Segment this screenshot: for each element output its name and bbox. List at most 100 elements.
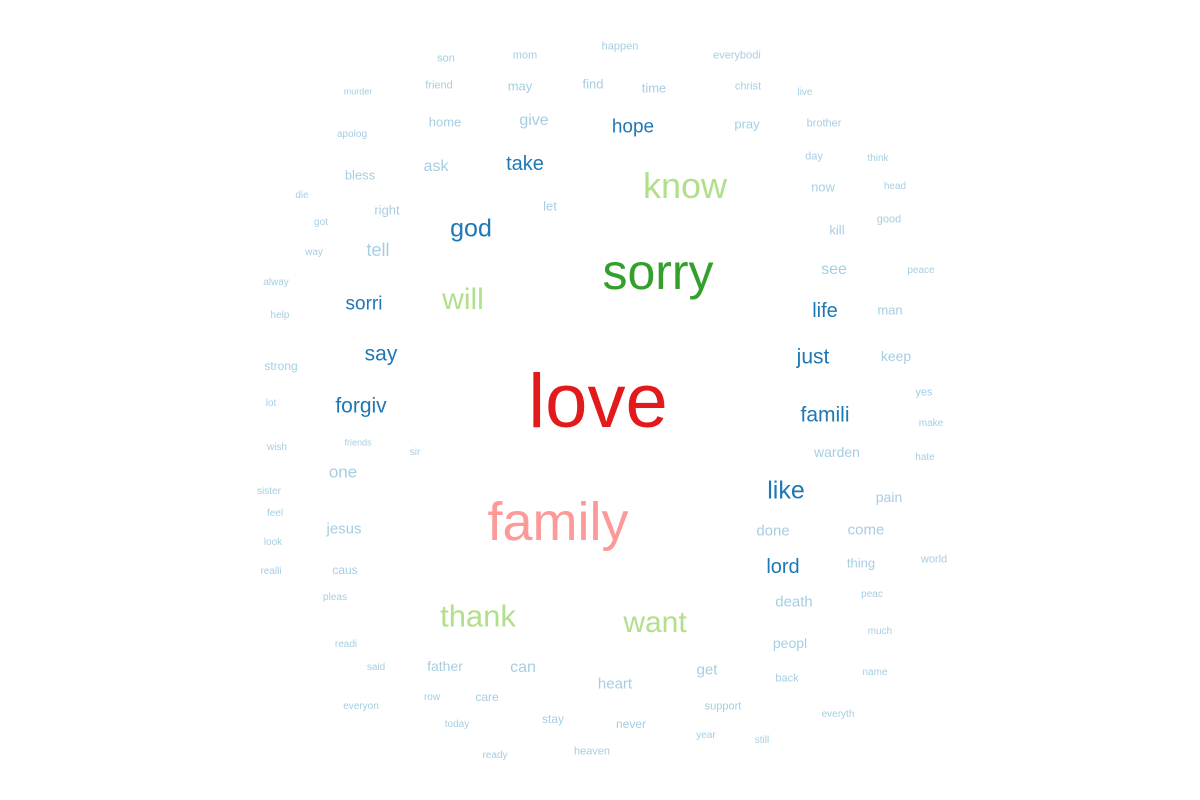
cloud-word-never: never <box>615 717 647 731</box>
cloud-word-thing: thing <box>846 555 876 571</box>
cloud-word-peac: peac <box>861 589 883 600</box>
cloud-word-one: one <box>328 462 358 482</box>
cloud-word-home: home <box>428 114 462 130</box>
cloud-word-support: support <box>704 700 742 713</box>
cloud-word-caus: caus <box>332 563 358 577</box>
cloud-word-yes: yes <box>915 386 933 399</box>
cloud-word-sorri: sorri <box>345 293 383 315</box>
cloud-word-readi: readi <box>334 639 358 650</box>
cloud-word-forgiv: forgiv <box>335 394 387 418</box>
cloud-word-today: today <box>444 719 470 730</box>
cloud-word-murder: murder <box>343 86 373 97</box>
cloud-word-find: find <box>582 76 604 92</box>
cloud-word-back: back <box>775 672 799 685</box>
cloud-word-everyon: everyon <box>343 701 379 712</box>
cloud-word-strong: strong <box>264 359 298 373</box>
cloud-word-live: live <box>797 87 813 98</box>
cloud-word-like: like <box>767 476 805 505</box>
cloud-word-look: look <box>263 537 283 548</box>
cloud-word-die: die <box>295 190 309 201</box>
cloud-word-help: help <box>270 310 290 321</box>
cloud-word-give: give <box>519 112 549 129</box>
cloud-word-just: just <box>796 345 830 369</box>
cloud-word-sorry: sorry <box>602 244 714 300</box>
cloud-word-heaven: heaven <box>573 745 611 758</box>
cloud-word-pain: pain <box>875 489 903 505</box>
cloud-word-take: take <box>506 153 544 175</box>
cloud-word-right: right <box>374 202 400 218</box>
cloud-word-heart: heart <box>597 675 633 693</box>
cloud-word-come: come <box>847 521 885 539</box>
cloud-word-may: may <box>507 78 533 94</box>
cloud-word-peace: peace <box>907 265 935 276</box>
cloud-word-will: will <box>442 283 484 316</box>
cloud-word-christ: christ <box>734 80 762 93</box>
cloud-word-jesus: jesus <box>326 520 362 538</box>
cloud-word-warden: warden <box>814 444 860 460</box>
cloud-word-year: year <box>696 730 716 741</box>
cloud-word-family: family <box>487 492 629 552</box>
cloud-word-love: love <box>528 359 668 444</box>
cloud-word-time: time <box>641 80 667 96</box>
cloud-word-keep: keep <box>880 348 912 364</box>
cloud-word-brother: brother <box>806 117 842 130</box>
cloud-word-bless: bless <box>344 167 376 183</box>
cloud-word-name: name <box>862 667 888 678</box>
cloud-word-pray: pray <box>734 116 760 132</box>
cloud-word-hope: hope <box>611 116 655 138</box>
cloud-word-think: think <box>867 153 889 164</box>
cloud-word-thank: thank <box>440 598 516 634</box>
cloud-word-lord: lord <box>766 556 800 578</box>
cloud-word-say: say <box>364 342 398 366</box>
cloud-word-friend: friend <box>425 79 453 92</box>
cloud-word-see: see <box>821 261 847 278</box>
cloud-word-god: god <box>450 214 492 243</box>
cloud-word-want: want <box>623 606 687 639</box>
cloud-word-death: death <box>775 593 813 611</box>
cloud-word-mom: mom <box>512 49 538 62</box>
cloud-word-way: way <box>305 247 323 258</box>
cloud-word-wish: wish <box>266 442 288 453</box>
cloud-word-peopl: peopl <box>772 635 808 651</box>
cloud-word-hate: hate <box>915 452 935 463</box>
cloud-word-sir: sir <box>409 447 421 458</box>
cloud-word-let: let <box>543 198 557 214</box>
cloud-word-make: make <box>918 418 944 429</box>
cloud-word-head: head <box>883 181 907 192</box>
cloud-word-ready: ready <box>482 750 508 761</box>
cloud-word-tell: tell <box>366 240 390 260</box>
cloud-word-still: still <box>754 735 770 746</box>
cloud-word-said: said <box>366 662 386 673</box>
cloud-word-lot: lot <box>265 398 277 409</box>
cloud-word-life: life <box>812 300 838 322</box>
cloud-word-pleas: pleas <box>323 592 347 603</box>
cloud-word-everybodi: everybodi <box>713 49 761 62</box>
cloud-word-done: done <box>756 522 790 540</box>
cloud-word-feel: feel <box>266 508 284 519</box>
cloud-word-get: get <box>696 661 718 679</box>
cloud-word-friends: friends <box>344 437 372 448</box>
cloud-word-happen: happen <box>601 40 639 53</box>
cloud-word-son: son <box>437 52 455 65</box>
cloud-word-world: world <box>920 553 948 566</box>
cloud-word-man: man <box>877 302 903 318</box>
cloud-word-apolog: apolog <box>336 129 368 140</box>
cloud-word-can: can <box>510 659 536 676</box>
cloud-word-sister: sister <box>257 486 281 497</box>
cloud-word-row: row <box>423 692 441 703</box>
cloud-word-stay: stay <box>541 712 565 726</box>
cloud-word-alway: alway <box>263 277 289 288</box>
cloud-word-realli: realli <box>260 566 282 577</box>
cloud-word-care: care <box>475 690 499 704</box>
cloud-word-ask: ask <box>423 158 449 175</box>
cloud-word-kill: kill <box>829 222 845 238</box>
cloud-word-good: good <box>876 213 902 226</box>
cloud-word-everyth: everyth <box>821 709 855 720</box>
cloud-word-famili: famili <box>800 403 850 427</box>
cloud-word-much: much <box>867 626 893 637</box>
cloud-word-father: father <box>427 658 463 674</box>
cloud-word-got: got <box>314 217 328 228</box>
cloud-word-now: now <box>811 179 835 195</box>
cloud-word-day: day <box>805 150 823 163</box>
